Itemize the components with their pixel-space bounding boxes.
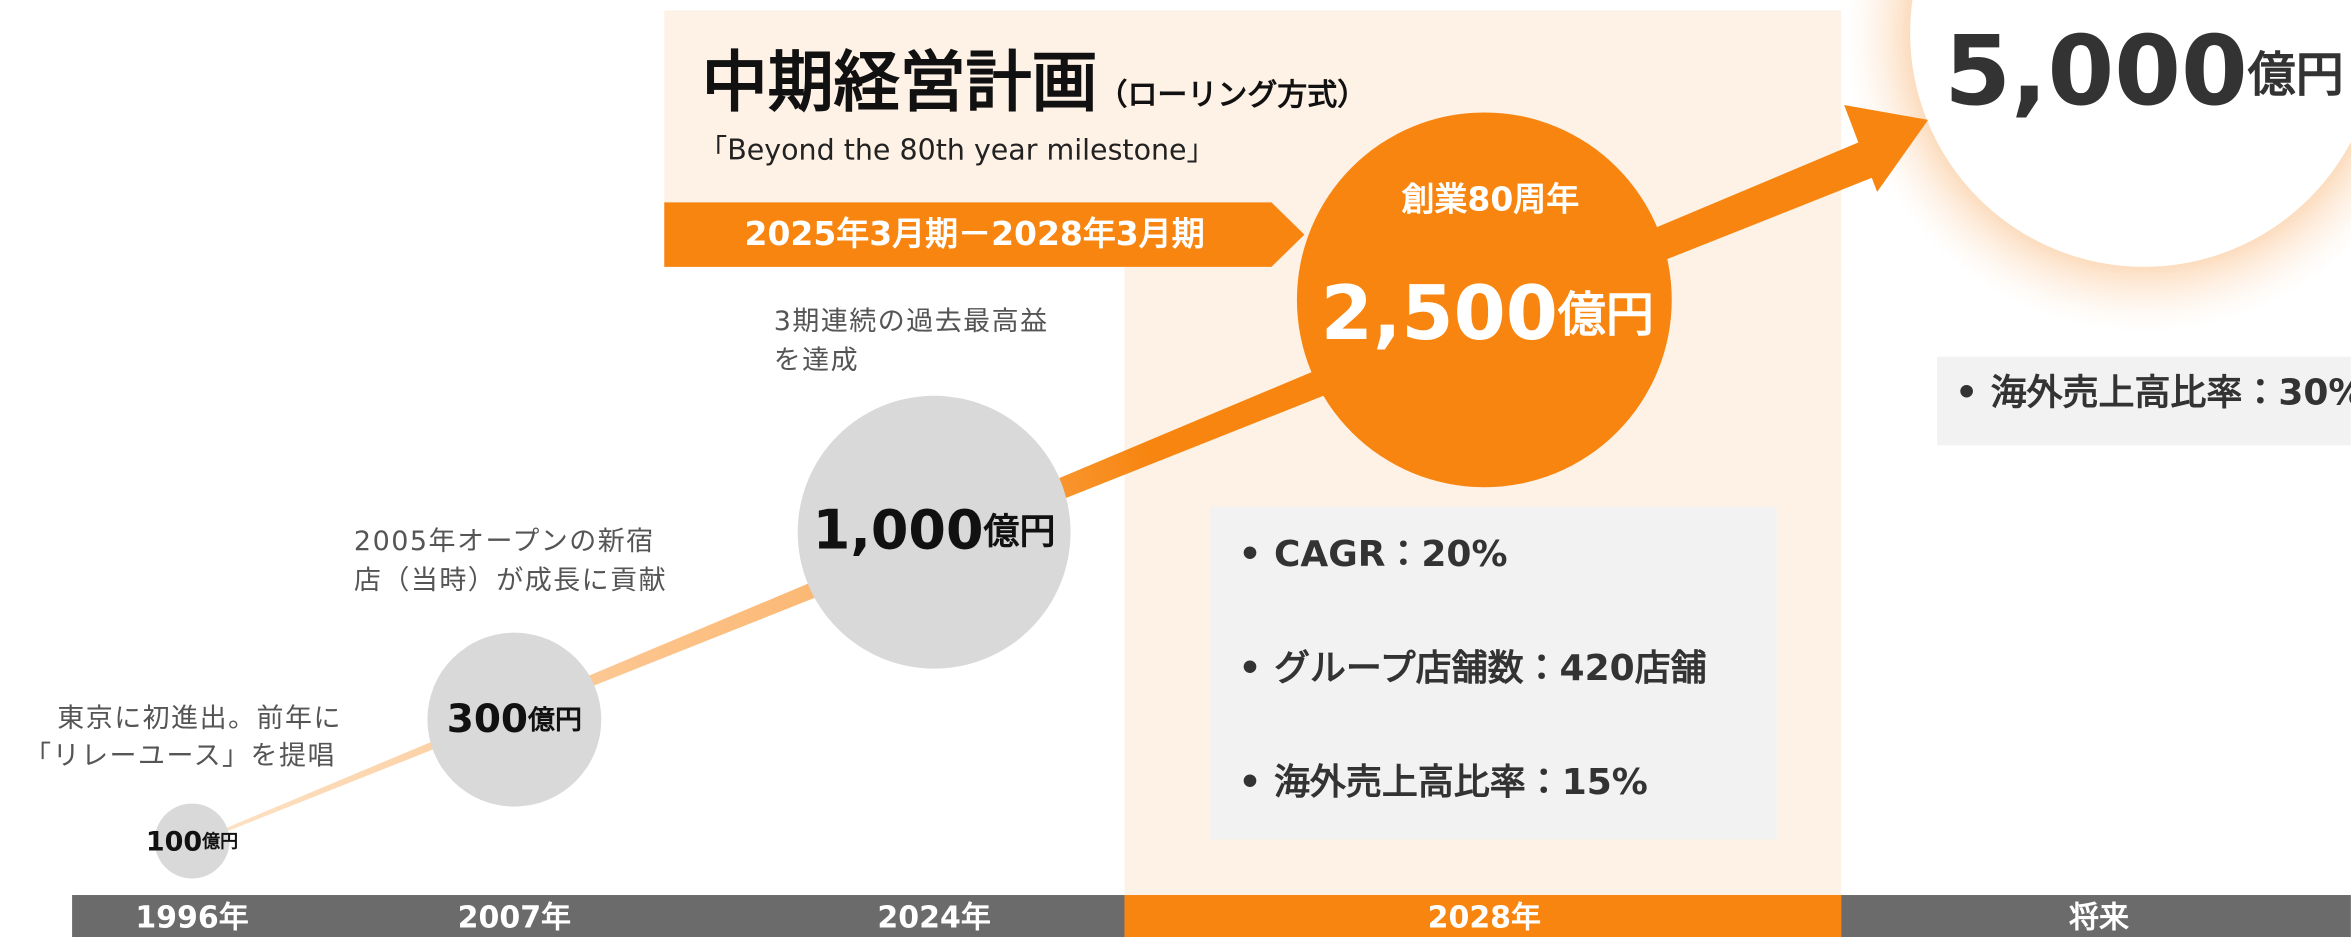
value: 1,000 [813, 498, 984, 561]
milestone-value: 300億円 [447, 697, 582, 742]
period-banner [664, 202, 1305, 267]
milestone-circle [1296, 112, 1672, 488]
unit: 億円 [1557, 287, 1654, 343]
timeline-past [72, 895, 1125, 937]
note: を達成 [774, 345, 859, 376]
bullet: • 海外売上高比率：15% [1238, 762, 1647, 803]
subtitle: 「Beyond the 80th year milestone」 [699, 133, 1215, 166]
milestone-value: 1,000億円 [813, 498, 1056, 561]
timeline-plan [1124, 895, 1842, 937]
value: 5,000 [1944, 15, 2247, 127]
period: 2025年3月期－2028年3月期 [745, 214, 1205, 253]
year: 2024年 [877, 901, 990, 936]
arrow-head [1844, 104, 1929, 192]
future-value: 5,000億円 [1944, 15, 2343, 127]
plan-box [1209, 506, 1777, 840]
note: 「リレーユース」を提唱 [24, 741, 336, 772]
unit: 億円 [201, 831, 238, 853]
unit: 億円 [983, 512, 1056, 553]
note: 3期連続の過去最高益 [774, 306, 1049, 337]
milestone-value: 2,500億円 [1321, 268, 1654, 356]
note: 東京に初進出。前年に [57, 703, 342, 734]
future-circle [1910, 0, 2351, 267]
unit: 億円 [2247, 47, 2344, 103]
title-note: （ローリング方式） [1097, 77, 1367, 112]
value: 2,500 [1321, 268, 1558, 356]
note: 2005年オープンの新宿 [354, 526, 655, 557]
year: 2028年 [1428, 901, 1541, 936]
title-line: 中期経営計画（ローリング方式） [702, 44, 1367, 121]
bullet: • 海外売上高比率：30% [1955, 372, 2351, 413]
year: 1996年 [135, 901, 248, 936]
title: 中期経営計画 [702, 44, 1098, 121]
value: 100 [146, 826, 202, 857]
bullet: • CAGR：20% [1238, 534, 1507, 575]
bullet: • グループ店舗数：420店舗 [1238, 648, 1706, 689]
year: 2007年 [458, 901, 571, 936]
future-box [1937, 356, 2351, 446]
unit: 億円 [527, 705, 582, 736]
note: 店（当時）が成長に貢献 [354, 565, 667, 596]
year: 将来 [2069, 901, 2129, 936]
value: 300 [447, 697, 528, 742]
milestone-circle [154, 803, 230, 879]
milestone-value: 100億円 [146, 826, 238, 857]
anniversary-label: 創業80周年 [1401, 179, 1579, 218]
milestone-circle [427, 632, 602, 807]
milestone-circle [797, 395, 1071, 669]
timeline-future [1841, 895, 2351, 937]
